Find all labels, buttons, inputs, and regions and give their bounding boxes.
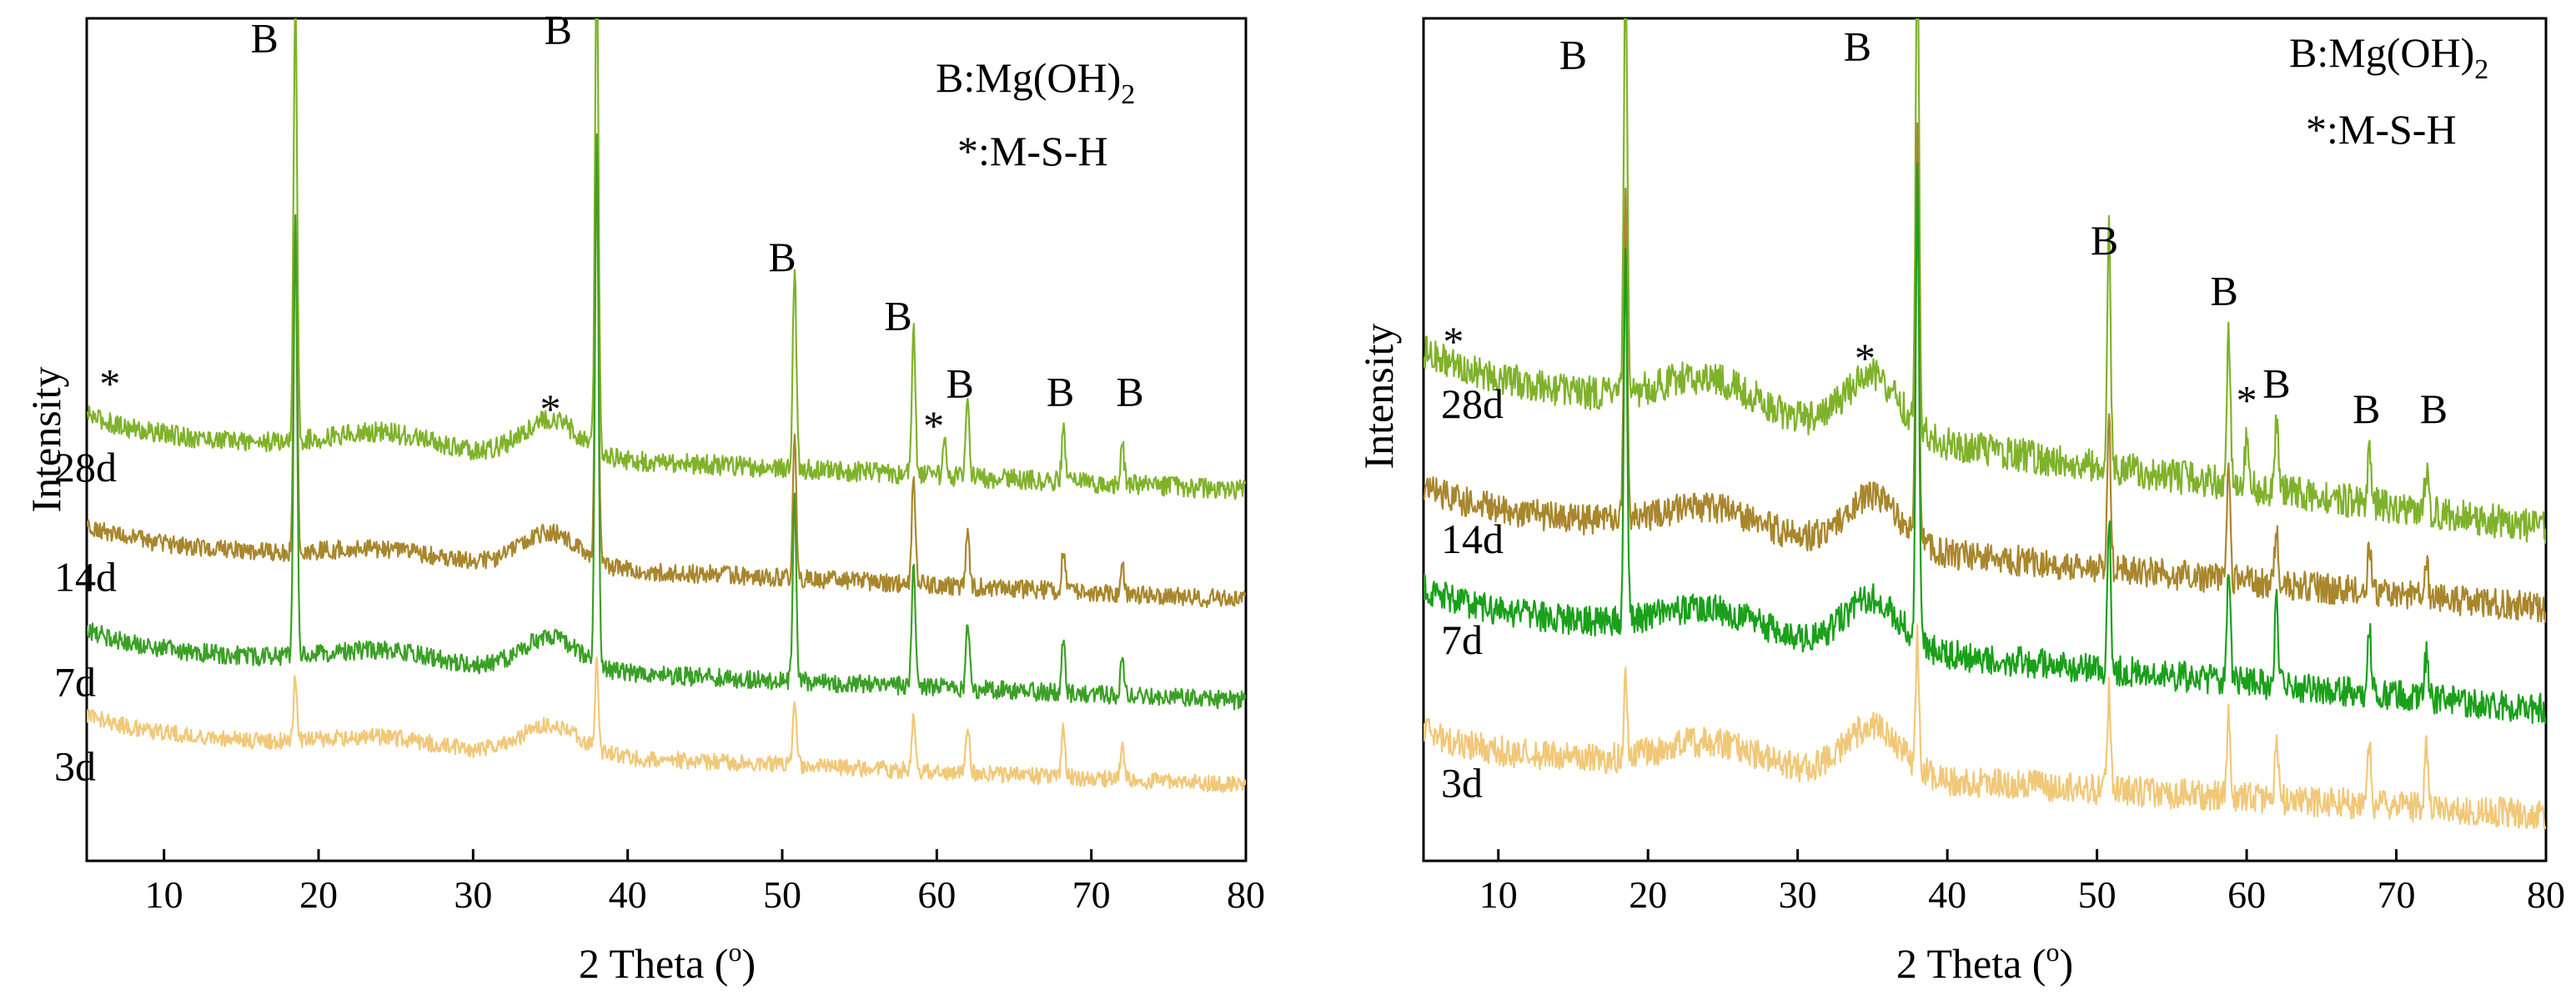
right-series-7d <box>1424 162 2546 724</box>
left-x-tick-label: 30 <box>454 873 492 916</box>
left-peak-label-mgoh2: B <box>250 14 278 61</box>
right-peak-label-mgoh2: B <box>2210 267 2237 314</box>
right-x-tick-label: 60 <box>2227 873 2266 916</box>
left-peak-label-msh: * <box>540 385 561 432</box>
right-x-tick-label: 10 <box>1479 873 1518 916</box>
right-series-3d <box>1424 624 2546 830</box>
left-x-ticks: 10 20 30 40 50 60 70 80 <box>145 849 1265 916</box>
right-series-label-28d: 28d <box>1441 380 1504 427</box>
left-series-3d <box>87 656 1246 793</box>
right-peak-label-mgoh2: B <box>2262 360 2290 407</box>
right-plot-frame <box>1422 17 2548 863</box>
left-peak-label-mgoh2: B <box>884 293 911 340</box>
right-legend-mgoh2: B:Mg(OH)2 <box>2289 29 2488 85</box>
right-x-tick-label: 50 <box>2078 873 2117 916</box>
right-x-ticks: 10 20 30 40 50 60 70 80 <box>1479 849 2565 916</box>
left-plot-frame <box>85 17 1248 863</box>
left-series-7d <box>87 133 1246 711</box>
right-peak-label-mgoh2: B <box>1844 23 1871 70</box>
left-series-label-7d: 7d <box>54 659 96 706</box>
right-x-axis-title: 2 Theta (o) <box>1896 937 2073 987</box>
right-x-tick-label: 40 <box>1928 873 1966 916</box>
left-series-14d <box>87 148 1246 608</box>
left-peak-label-mgoh2: B <box>946 360 973 407</box>
left-series-group <box>87 18 1246 793</box>
right-series-label-14d: 14d <box>1441 516 1504 562</box>
right-x-tick-label: 20 <box>1629 873 1667 916</box>
right-series-28d <box>1424 18 2546 545</box>
right-legend-msh: *:M-S-H <box>2306 106 2457 153</box>
right-y-axis-title: Intensity <box>1355 324 1402 470</box>
left-peak-label-msh: * <box>99 360 120 407</box>
left-legend-msh: *:M-S-H <box>957 128 1108 174</box>
left-peak-label-mgoh2: B <box>545 6 572 53</box>
right-peak-label-msh: * <box>1443 318 1464 365</box>
right-series-label-3d: 3d <box>1441 760 1483 807</box>
left-legend-mgoh2: B:Mg(OH)2 <box>936 54 1135 110</box>
right-peak-label-mgoh2: B <box>2091 217 2118 264</box>
left-peak-label-mgoh2: B <box>1116 369 1143 415</box>
left-series-labels: 28d 14d 7d 3d <box>54 444 117 790</box>
right-peak-label-msh: * <box>2237 377 2257 424</box>
left-series-label-14d: 14d <box>54 553 117 600</box>
right-peak-label-msh: * <box>1855 335 1876 381</box>
right-series-label-7d: 7d <box>1441 616 1483 663</box>
right-series-group <box>1424 18 2546 830</box>
right-series-14d <box>1424 122 2546 623</box>
right-peak-label-mgoh2: B <box>2420 385 2448 432</box>
left-series-label-28d: 28d <box>54 444 117 490</box>
left-series-label-3d: 3d <box>54 743 96 790</box>
left-x-tick-label: 20 <box>299 873 338 916</box>
right-x-tick-label: 80 <box>2527 873 2565 916</box>
left-series-28d <box>87 18 1246 500</box>
right-x-tick-label: 70 <box>2378 873 2416 916</box>
right-peak-label-mgoh2: B <box>2353 385 2380 432</box>
left-x-tick-label: 10 <box>145 873 183 916</box>
left-x-tick-label: 60 <box>917 873 956 916</box>
left-y-axis-title: Intensity <box>23 367 69 513</box>
left-x-tick-label: 40 <box>609 873 647 916</box>
left-x-axis-title: 2 Theta (o) <box>579 937 756 987</box>
right-x-tick-label: 30 <box>1779 873 1817 916</box>
left-x-tick-label: 80 <box>1227 873 1265 916</box>
right-series-labels: 28d 14d 7d 3d <box>1441 380 1504 807</box>
left-x-tick-label: 50 <box>763 873 801 916</box>
left-peak-label-mgoh2: B <box>768 234 796 280</box>
right-peak-label-mgoh2: B <box>1559 32 1587 78</box>
left-peak-label-msh: * <box>923 402 944 449</box>
left-peak-label-mgoh2: B <box>1047 369 1074 415</box>
left-x-tick-label: 70 <box>1072 873 1111 916</box>
